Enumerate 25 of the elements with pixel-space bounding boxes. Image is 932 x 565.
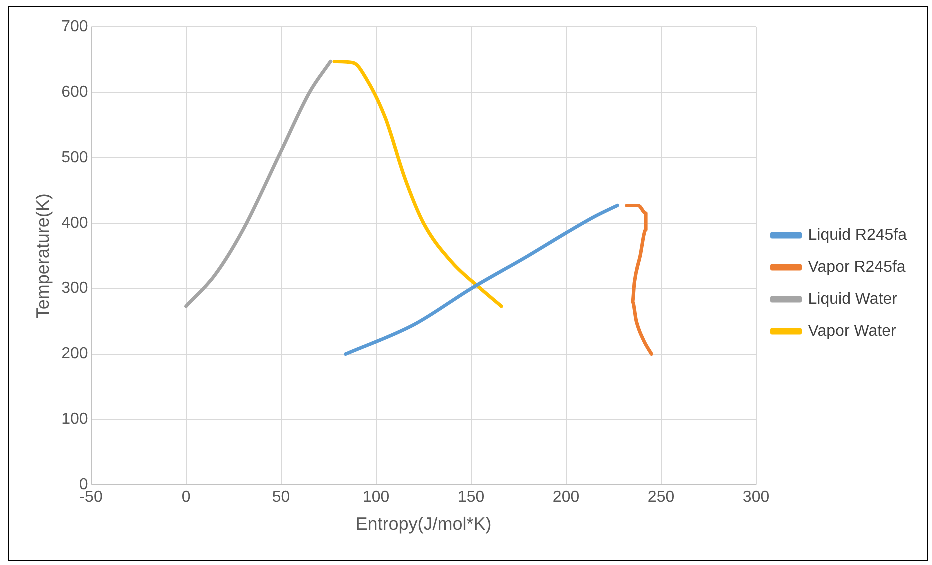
x-tick-label: 250: [648, 489, 675, 506]
line-series: [332, 60, 504, 308]
x-tick-label: 50: [272, 489, 290, 506]
y-tick-label: 400: [62, 214, 88, 232]
x-tick-label: -50: [80, 489, 103, 506]
y-axis-title: Temperature(K): [32, 194, 53, 319]
y-tick-label: 600: [62, 84, 88, 101]
legend-label: Liquid Water: [808, 290, 898, 308]
x-tick-label: 0: [182, 489, 191, 506]
y-tick-label: 700: [62, 18, 88, 36]
line-series: [184, 60, 332, 308]
legend-label: Vapor R245fa: [808, 258, 906, 276]
x-tick-label: 300: [742, 489, 770, 506]
x-tick-label: 100: [362, 489, 390, 506]
x-axis-title: Entropy(J/mol*K): [356, 514, 492, 534]
line-series: [625, 204, 654, 356]
line-series: [344, 204, 620, 356]
x-tick-label: 150: [458, 489, 485, 506]
y-tick-label: 300: [62, 280, 88, 298]
y-tick-label: 500: [62, 149, 88, 166]
y-tick-label: 200: [62, 346, 88, 363]
legend-label: Liquid R245fa: [808, 226, 908, 244]
x-tick-label: 200: [552, 489, 580, 506]
y-tick-label: 100: [62, 411, 88, 428]
legend-label: Vapor Water: [808, 322, 897, 340]
